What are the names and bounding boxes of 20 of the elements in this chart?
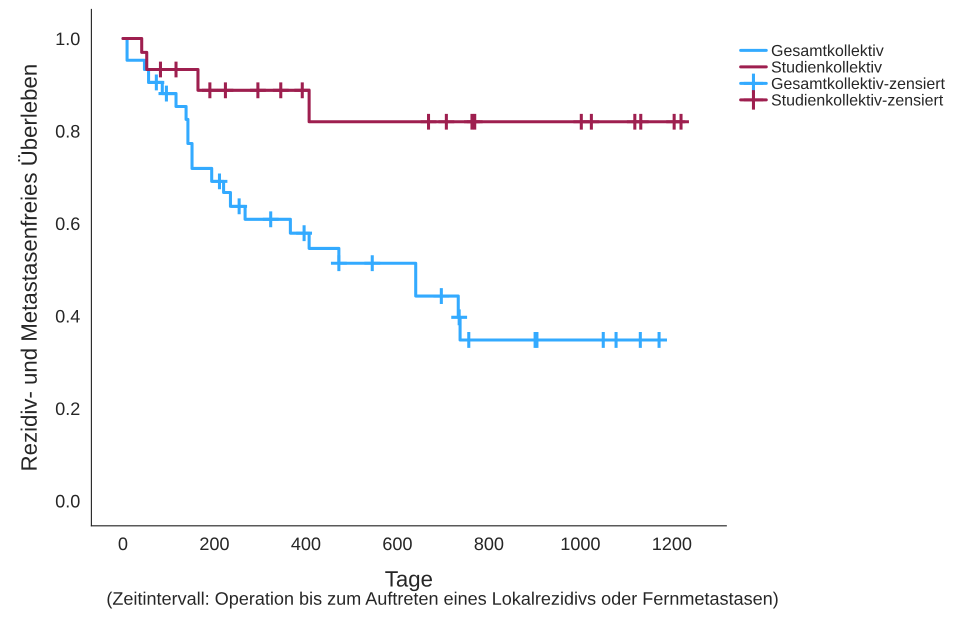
- y-tick-label: 0.6: [56, 217, 80, 230]
- y-tick-label: 1.0: [56, 32, 80, 46]
- x-axis-title: Tage: [385, 571, 432, 592]
- y-tick-label: 0.4: [56, 310, 80, 323]
- legend-label: Studienkollektiv: [772, 60, 882, 73]
- x-tick-label: 1200: [653, 537, 692, 550]
- x-tick-label: 800: [474, 537, 504, 550]
- legend-label: Studienkollektiv-zensiert: [772, 94, 944, 106]
- x-tick-label: 1000: [562, 537, 600, 550]
- legend-label: Gesamtkollektiv: [772, 44, 884, 56]
- x-tick-label: 0: [118, 537, 128, 550]
- x-tick-label: 600: [383, 537, 412, 550]
- y-tick-label: 0.2: [56, 402, 80, 416]
- y-axis-title: Rezidiv- und Metastasenfreies Überleben: [18, 65, 37, 470]
- legend-label: Gesamtkollektiv-zensiert: [772, 77, 945, 90]
- x-tick-label: 400: [291, 537, 320, 550]
- text: (Zeitintervall: Operation bis zum Auftreten eines Lokalrezidivs oder Fernmetastasen): [107, 592, 778, 608]
- y-tick-label: 0.0: [56, 494, 80, 508]
- y-tick-label: 0.8: [56, 124, 80, 138]
- x-tick-label: 200: [200, 537, 229, 550]
